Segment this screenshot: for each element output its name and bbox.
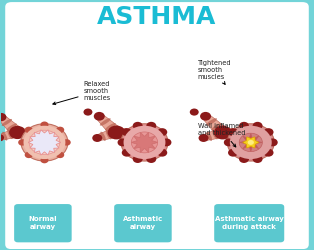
Circle shape [94, 112, 105, 121]
Text: Normal
airway: Normal airway [29, 216, 57, 230]
Ellipse shape [212, 130, 218, 139]
Circle shape [227, 124, 274, 161]
Ellipse shape [211, 123, 222, 130]
Circle shape [25, 127, 33, 133]
Circle shape [157, 149, 167, 157]
Circle shape [41, 157, 49, 163]
Ellipse shape [129, 129, 134, 143]
Circle shape [131, 132, 158, 153]
Circle shape [21, 124, 68, 161]
Circle shape [198, 134, 208, 142]
Polygon shape [240, 134, 262, 151]
Polygon shape [17, 128, 38, 144]
Ellipse shape [105, 123, 116, 130]
Text: Asthmatic airway
during attack: Asthmatic airway during attack [215, 216, 284, 230]
Circle shape [247, 139, 255, 145]
Circle shape [230, 126, 272, 159]
Ellipse shape [24, 128, 29, 141]
Circle shape [146, 122, 156, 130]
Circle shape [122, 128, 132, 136]
Circle shape [263, 128, 273, 136]
Ellipse shape [236, 129, 240, 143]
Circle shape [224, 138, 234, 146]
Ellipse shape [2, 132, 7, 140]
Circle shape [56, 152, 64, 158]
Ellipse shape [206, 118, 217, 126]
Polygon shape [96, 128, 118, 141]
Polygon shape [243, 137, 259, 148]
Circle shape [62, 139, 71, 146]
Circle shape [200, 112, 211, 121]
Ellipse shape [106, 130, 111, 139]
Circle shape [239, 122, 249, 130]
Ellipse shape [30, 130, 34, 142]
Polygon shape [0, 128, 19, 140]
Circle shape [56, 127, 64, 133]
Text: Asthmatic
airway: Asthmatic airway [123, 216, 163, 230]
Circle shape [84, 108, 92, 116]
Ellipse shape [124, 128, 128, 141]
FancyBboxPatch shape [4, 1, 310, 250]
Circle shape [122, 149, 132, 157]
Circle shape [133, 155, 143, 163]
Circle shape [228, 128, 238, 136]
Polygon shape [96, 114, 122, 136]
Circle shape [138, 138, 151, 147]
Circle shape [25, 152, 33, 158]
Polygon shape [202, 128, 225, 141]
Circle shape [157, 128, 167, 136]
Circle shape [133, 122, 143, 130]
Polygon shape [0, 115, 22, 136]
Circle shape [248, 140, 254, 145]
Text: Wall inflamed
and thickened: Wall inflamed and thickened [198, 124, 245, 147]
Circle shape [18, 139, 26, 146]
Text: Tightened
smooth
muscles: Tightened smooth muscles [198, 60, 231, 84]
Polygon shape [223, 128, 245, 145]
Circle shape [29, 130, 60, 154]
Ellipse shape [230, 128, 235, 141]
Circle shape [228, 149, 238, 157]
Circle shape [190, 108, 199, 116]
Ellipse shape [100, 132, 106, 141]
Circle shape [0, 134, 4, 141]
Circle shape [24, 126, 65, 159]
Circle shape [146, 155, 156, 163]
Polygon shape [116, 128, 138, 145]
Circle shape [41, 122, 49, 128]
Circle shape [108, 126, 125, 140]
Polygon shape [28, 130, 61, 155]
Ellipse shape [207, 132, 212, 141]
Ellipse shape [100, 118, 111, 126]
Circle shape [214, 126, 231, 140]
Circle shape [123, 126, 165, 159]
Ellipse shape [20, 127, 25, 140]
Circle shape [239, 155, 249, 163]
Circle shape [0, 113, 6, 121]
Circle shape [263, 149, 273, 157]
Circle shape [92, 134, 102, 142]
Circle shape [252, 155, 263, 163]
FancyBboxPatch shape [14, 204, 72, 242]
Ellipse shape [7, 124, 17, 130]
Text: ASTHMA: ASTHMA [97, 5, 217, 29]
Circle shape [161, 138, 171, 146]
Circle shape [268, 138, 278, 146]
Text: Relaxed
smooth
muscles: Relaxed smooth muscles [53, 82, 111, 104]
Circle shape [36, 136, 53, 149]
Circle shape [252, 122, 263, 130]
Ellipse shape [8, 130, 13, 139]
Ellipse shape [226, 127, 230, 140]
Circle shape [117, 138, 127, 146]
Circle shape [121, 124, 168, 161]
Ellipse shape [120, 127, 124, 140]
FancyBboxPatch shape [114, 204, 172, 242]
Polygon shape [203, 114, 228, 136]
FancyBboxPatch shape [214, 204, 284, 242]
Ellipse shape [2, 119, 12, 126]
Polygon shape [131, 132, 158, 152]
Circle shape [239, 133, 263, 152]
Circle shape [9, 126, 26, 139]
